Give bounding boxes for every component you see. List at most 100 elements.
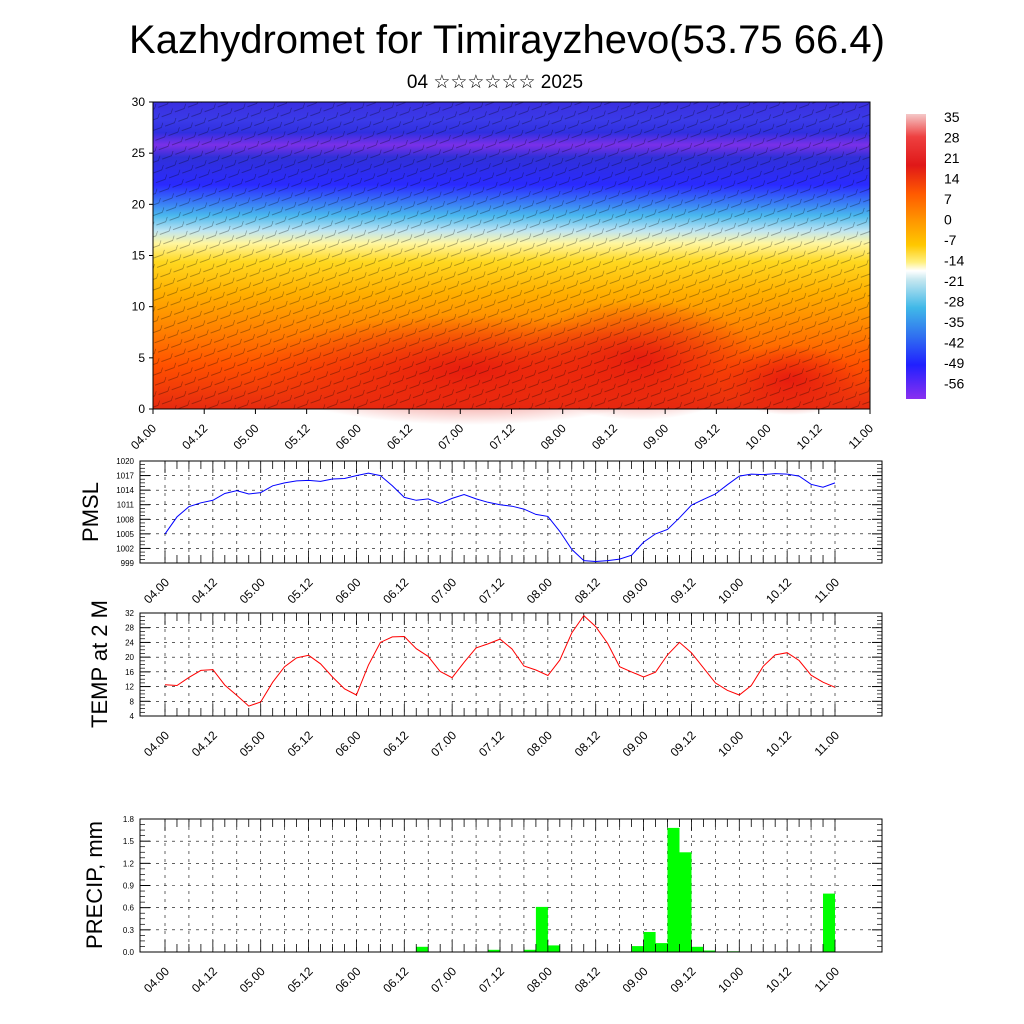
x-tick-label: 05.12 — [285, 964, 316, 995]
heatmap-y-tick-label: 5 — [138, 351, 145, 365]
x-tick-label: 09.12 — [667, 575, 698, 606]
x-tick-label: 06.00 — [332, 728, 363, 759]
heatmap-y-tick-label: 20 — [132, 197, 146, 211]
temp-y-label: TEMP at 2 M — [87, 600, 112, 728]
heatmap-y-tick-label: 30 — [132, 95, 146, 109]
heatmap-x-tick-label: 06.00 — [333, 421, 364, 452]
x-tick-label: 06.00 — [332, 575, 363, 606]
y-tick-label: 1005 — [116, 530, 134, 539]
heatmap-x-tick-label: 06.12 — [384, 421, 415, 452]
x-tick-label: 04.00 — [141, 964, 172, 995]
y-tick-label: 1011 — [117, 501, 135, 510]
colorbar-label: -42 — [944, 335, 964, 351]
pmsl-frame — [139, 460, 883, 564]
colorbar: 35 28 21 14 7 0 -7 -14 -21 -28 -35 -42 -49 -56 — [906, 109, 964, 399]
heatmap-x-tick-label: 04.00 — [128, 421, 159, 452]
x-tick-label: 07.12 — [476, 728, 507, 759]
y-tick-label: 1020 — [116, 457, 134, 466]
heatmap-x-tick-label: 10.12 — [794, 421, 825, 452]
page-title: Kazhydromet for Timirayzhevo(53.75 66.4) — [129, 18, 885, 62]
precip-bar — [488, 949, 500, 952]
precip-bar — [679, 852, 692, 953]
y-tick-label: 4 — [130, 712, 135, 721]
x-tick-label: 09.12 — [667, 728, 698, 759]
colorbar-label: 14 — [944, 171, 960, 187]
colorbar-label: -49 — [944, 355, 964, 371]
wind-barbs — [153, 102, 870, 409]
y-tick-label: 1008 — [116, 515, 134, 524]
precip-bar — [523, 949, 536, 952]
x-tick-label: 10.12 — [763, 728, 794, 759]
pmsl-axes: 1020 1017 1014 1011 1008 1005 1002 999 04.00 04.1… — [116, 457, 882, 606]
y-tick-label: 1002 — [116, 544, 134, 553]
heatmap-x-tick-label: 08.00 — [538, 421, 569, 452]
x-tick-label: 06.12 — [380, 964, 411, 995]
x-tick-label: 10.00 — [715, 575, 746, 606]
heatmap-x-tick-label: 05.00 — [230, 421, 261, 452]
temperature-cross-section: 0 5 10 15 20 25 30 04.00 04.12 05.00 05.12 06.00 06… — [128, 95, 876, 452]
heatmap-x-tick-label: 09.00 — [640, 421, 671, 452]
heatmap-x-tick-label: 07.00 — [435, 421, 466, 452]
x-tick-label: 08.00 — [524, 575, 555, 606]
y-tick-label: 1014 — [116, 486, 134, 495]
y-tick-label: 0.3 — [123, 926, 135, 935]
x-tick-label: 11.00 — [812, 575, 843, 606]
colorbar-label: -35 — [944, 314, 964, 330]
heatmap-y-tick-label: 0 — [138, 402, 145, 416]
x-tick-label: 04.00 — [141, 575, 172, 606]
x-tick-label: 08.00 — [524, 964, 555, 995]
x-tick-label: 08.12 — [572, 728, 603, 759]
colorbar-ramp — [906, 114, 926, 399]
y-tick-label: 1.2 — [123, 859, 135, 868]
pmsl-y-label: PMSL — [78, 482, 103, 542]
x-tick-label: 06.12 — [380, 728, 411, 759]
x-tick-label: 08.12 — [572, 964, 603, 995]
x-tick-label: 05.00 — [237, 728, 268, 759]
x-tick-label: 07.00 — [428, 964, 459, 995]
y-tick-label: 1.5 — [123, 837, 135, 846]
x-tick-label: 05.00 — [237, 964, 268, 995]
y-tick-label: 8 — [130, 697, 135, 706]
precip-y-label: PRECIP, mm — [82, 821, 107, 949]
x-tick-label: 05.00 — [237, 575, 268, 606]
precip-bar — [655, 943, 668, 952]
precip-bars — [416, 827, 835, 953]
precip-axes: 1.8 1.5 1.2 0.9 0.6 0.3 0.0 04.00 04.12 05.00 05.1… — [123, 815, 882, 995]
x-tick-label: 10.12 — [763, 575, 794, 606]
precip-bar — [823, 893, 835, 952]
precip-bar — [703, 950, 716, 952]
x-tick-label: 09.00 — [620, 964, 651, 995]
y-tick-label: 12 — [125, 683, 134, 692]
heatmap-x-tick-label: 08.12 — [589, 421, 620, 452]
y-tick-label: 16 — [125, 668, 134, 677]
colorbar-label: 35 — [944, 109, 960, 125]
pmsl-series-line — [164, 472, 836, 563]
colorbar-label: -14 — [944, 253, 964, 269]
heatmap-y-tick-label: 25 — [132, 146, 146, 160]
y-tick-label: 1.8 — [123, 815, 135, 824]
precip-bar — [416, 946, 429, 952]
precip-bar — [667, 827, 680, 952]
x-tick-label: 04.12 — [189, 728, 220, 759]
precip-bar — [535, 906, 548, 952]
y-tick-label: 0.9 — [123, 882, 135, 891]
x-tick-label: 06.00 — [332, 964, 363, 995]
precip-grid — [140, 818, 882, 953]
x-tick-label: 06.12 — [380, 575, 411, 606]
y-tick-label: 1017 — [116, 472, 134, 481]
heatmap-x-tick-label: 07.12 — [486, 421, 517, 452]
pmsl-grid — [140, 460, 882, 564]
x-tick-label: 11.00 — [812, 964, 843, 995]
x-tick-label: 09.00 — [620, 728, 651, 759]
temp-frame — [139, 612, 883, 717]
colorbar-label: 7 — [944, 191, 952, 207]
y-tick-label: 999 — [121, 559, 135, 568]
precip-bar — [691, 946, 704, 952]
x-tick-label: 07.00 — [428, 575, 459, 606]
page-subtitle: 04 ☆☆☆☆☆☆ 2025 — [406, 72, 584, 93]
colorbar-label: 0 — [944, 212, 952, 228]
colorbar-label: -21 — [944, 273, 964, 289]
temp-series-line — [164, 614, 836, 707]
heatmap-x-tick-label: 05.12 — [282, 421, 313, 452]
